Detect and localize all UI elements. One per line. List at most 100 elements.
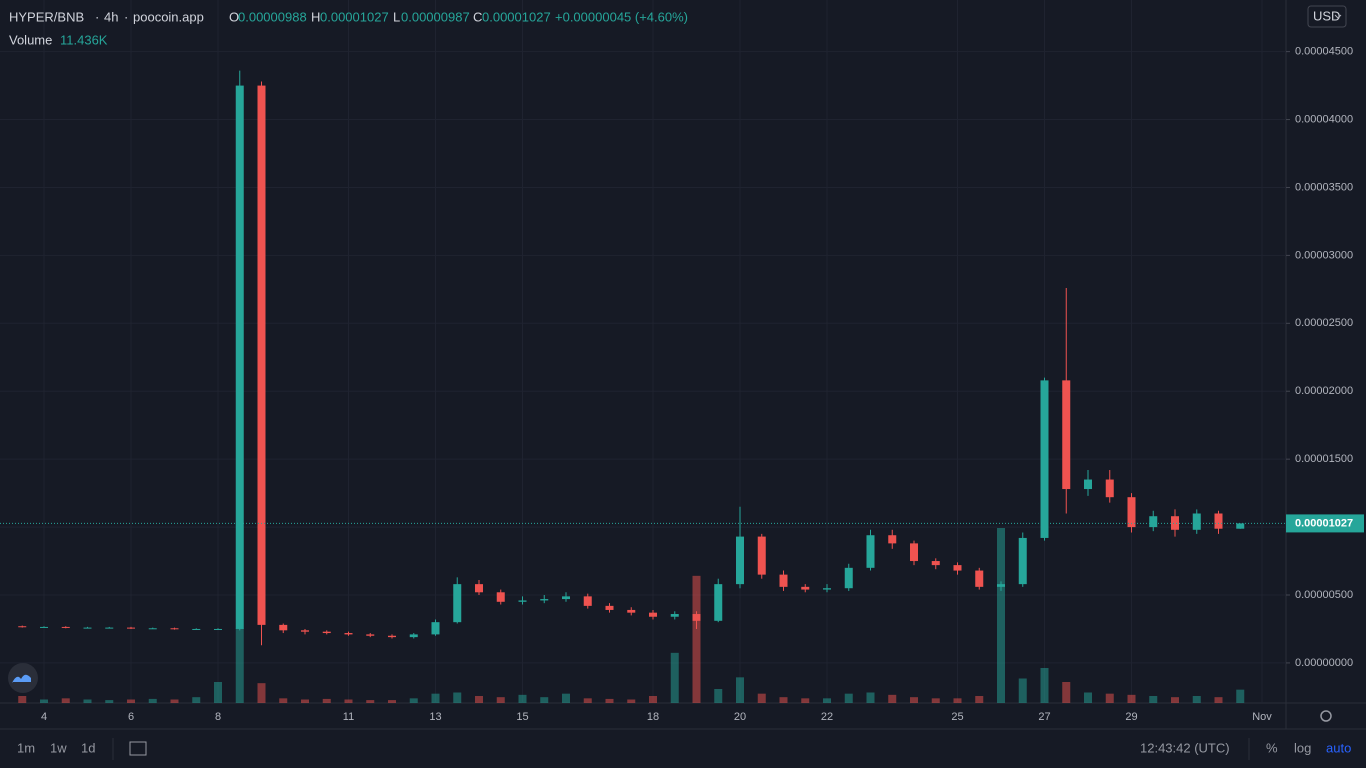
candle-body xyxy=(931,561,940,566)
volume-bar xyxy=(1236,689,1245,703)
volume-bar xyxy=(1127,694,1136,703)
candle-body xyxy=(496,592,505,602)
candle-body xyxy=(257,85,266,625)
marks xyxy=(0,70,1286,703)
volume-bar xyxy=(366,700,375,703)
volume-bar xyxy=(279,698,288,703)
volume-bar xyxy=(61,698,70,703)
candle-body xyxy=(1214,513,1223,529)
volume-bar xyxy=(1149,696,1158,703)
candle-body xyxy=(18,626,27,628)
currency[interactable]: USD xyxy=(1313,8,1340,23)
candle-body xyxy=(562,596,570,600)
candle-body xyxy=(322,631,331,634)
last-price-label: 0.00001027 xyxy=(1295,517,1353,529)
range-button[interactable]: 1d xyxy=(81,740,95,755)
ohlc-label: O xyxy=(229,9,239,24)
volume-bar xyxy=(170,699,179,703)
candle-body xyxy=(1018,537,1027,585)
volume-bar xyxy=(1062,682,1071,703)
volume-bar xyxy=(997,528,1005,703)
candle-body xyxy=(953,565,962,571)
candle-body xyxy=(235,85,244,629)
volume-bar xyxy=(975,696,984,703)
volume-bar xyxy=(235,628,244,703)
candle-body xyxy=(83,627,92,629)
x-tick-label: 22 xyxy=(821,711,833,723)
volume-bar xyxy=(801,698,810,703)
ohlc-value: 0.00001027 xyxy=(482,9,551,24)
volume-bar xyxy=(757,693,766,703)
volume-bar xyxy=(431,693,440,703)
volume-bar xyxy=(931,698,940,703)
source: poocoin.app xyxy=(133,9,204,24)
volume-bar xyxy=(388,700,396,703)
x-tick-label: 18 xyxy=(647,711,659,723)
y-tick-label: 0.00000500 xyxy=(1295,589,1353,601)
change: +0.00000045 (+4.60%) xyxy=(555,9,688,24)
volume-bar xyxy=(562,693,570,703)
candle-body xyxy=(1127,497,1136,528)
volume-bar xyxy=(496,697,505,703)
x-tick-label: 29 xyxy=(1125,711,1137,723)
ohlc-label: L xyxy=(393,9,400,24)
log-button[interactable]: log xyxy=(1294,740,1311,755)
volume-bar xyxy=(214,682,222,703)
candle-body xyxy=(366,634,375,636)
dropdown-icon xyxy=(1334,14,1342,19)
settings-icon[interactable] xyxy=(1320,710,1332,722)
volume-bar xyxy=(83,699,92,703)
last-price-box xyxy=(1286,514,1364,533)
candle-body xyxy=(779,574,788,587)
x-tick-label: 11 xyxy=(343,711,354,723)
candle-body xyxy=(279,624,288,631)
volume-bar xyxy=(649,696,657,703)
candle-body xyxy=(1084,479,1092,490)
range-button[interactable]: 1m xyxy=(17,740,35,755)
volume-bar xyxy=(1084,692,1092,703)
volume-bar xyxy=(583,698,592,703)
candle-body xyxy=(1192,513,1201,530)
auto-button[interactable]: auto xyxy=(1326,740,1351,755)
date-range-icon[interactable] xyxy=(129,741,147,756)
currency-button[interactable] xyxy=(1307,5,1347,28)
volume-bar xyxy=(475,696,483,703)
volume-bar xyxy=(105,700,114,703)
range-button[interactable]: 1w xyxy=(50,740,67,755)
volume-bar xyxy=(301,699,309,703)
candle-body xyxy=(105,627,114,629)
x-tick-label: 27 xyxy=(1038,711,1050,723)
candle-body xyxy=(910,543,918,562)
candle-body xyxy=(453,584,462,623)
volume-bar xyxy=(844,693,853,703)
candle-body xyxy=(344,633,353,635)
candle-body xyxy=(997,584,1005,587)
y-tick-label: 0.00001500 xyxy=(1295,453,1353,465)
volume-bar xyxy=(670,652,679,703)
x-tick-label: 8 xyxy=(215,711,221,723)
candle-body xyxy=(192,628,201,630)
x-tick-label: 15 xyxy=(516,711,528,723)
volume-bar xyxy=(192,697,201,703)
volume-bar xyxy=(257,683,266,703)
candle-body xyxy=(801,586,810,590)
x-tick-label: 13 xyxy=(429,711,441,723)
volume-bar xyxy=(18,696,27,703)
candle-body xyxy=(583,596,592,606)
volume-bar xyxy=(953,698,962,703)
volume-bar xyxy=(344,699,353,703)
candle-body xyxy=(1105,479,1114,498)
volume-bar xyxy=(692,575,701,703)
candle-body xyxy=(409,634,418,638)
candle-body xyxy=(1236,523,1245,529)
candle-body xyxy=(692,614,701,621)
candle-body xyxy=(214,628,222,630)
volume-bar xyxy=(540,697,549,703)
candle-body xyxy=(866,535,875,568)
volume-value: 11.436K xyxy=(60,32,108,47)
percent-button[interactable]: % xyxy=(1266,740,1278,755)
volume-bar xyxy=(322,698,331,703)
x-tick-label: 20 xyxy=(734,711,746,723)
candle-body xyxy=(627,609,636,613)
volume-bar xyxy=(866,692,875,703)
